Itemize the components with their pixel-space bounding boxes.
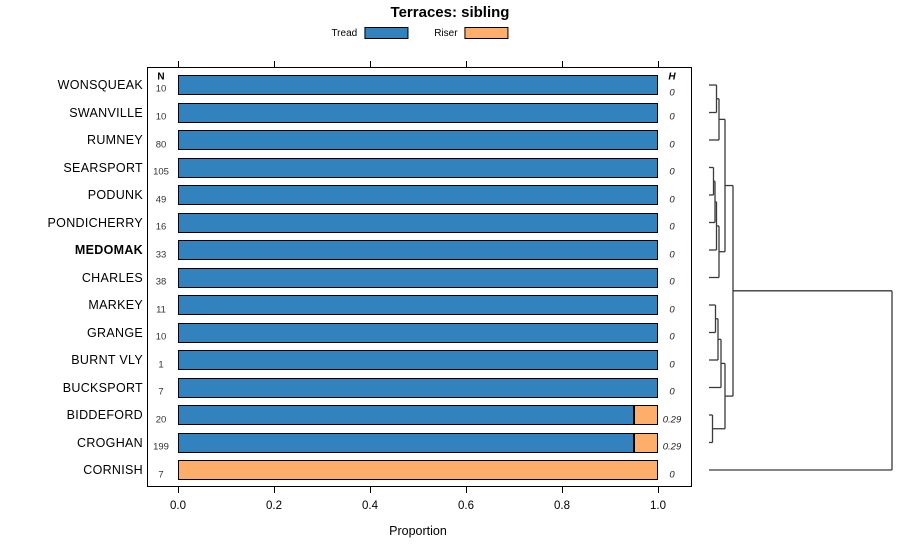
n-value: 1	[158, 359, 164, 370]
riser-segment	[634, 432, 658, 453]
h-value: 0	[669, 386, 675, 398]
n-value: 20	[155, 414, 167, 425]
n-value: 16	[155, 221, 167, 233]
n-value: 7	[158, 386, 164, 398]
n-value: 10	[155, 83, 167, 95]
row-label: MEDOMAK	[74, 243, 143, 257]
legend-label-riser: Riser	[434, 27, 458, 39]
x-tick-label: 0.0	[170, 500, 186, 512]
tread-segment	[178, 322, 658, 343]
row-label: CROGHAN	[77, 435, 143, 450]
x-tick-bottom	[274, 487, 275, 493]
row-label: PODUNK	[87, 188, 143, 202]
legend-label-tread: Tread	[331, 27, 358, 39]
tread-segment	[178, 350, 658, 370]
x-tick-bottom	[466, 487, 467, 493]
row-label: CHARLES	[81, 270, 143, 285]
tread-segment	[178, 185, 658, 205]
h-value: 0.29	[662, 441, 682, 453]
tread-segment	[178, 267, 658, 288]
tread-segment	[178, 377, 658, 398]
legend-item-tread: Tread	[331, 27, 409, 39]
plot-box	[147, 67, 692, 487]
page-title: Terraces: sibling	[390, 4, 510, 21]
h-value: 0	[669, 87, 675, 99]
n-value: 7	[158, 469, 164, 480]
n-value: 33	[155, 249, 167, 260]
n-value: 199	[153, 441, 169, 453]
riser-segment	[634, 405, 658, 425]
row-label: RUMNEY	[87, 133, 143, 147]
tread-segment	[178, 432, 634, 453]
h-value: 0	[669, 276, 675, 288]
x-tick-label: 0.6	[458, 500, 474, 512]
row-label: BUCKSPORT	[62, 380, 143, 395]
n-value: 80	[155, 139, 167, 150]
row-label: SEARSPORT	[63, 160, 143, 175]
row-label: BIDDEFORD	[66, 408, 143, 422]
x-tick-label: 1.0	[650, 500, 666, 512]
n-value: 10	[155, 111, 167, 123]
row-label: CORNISH	[83, 463, 143, 477]
h-value: 0	[669, 166, 675, 178]
tread-segment	[178, 240, 658, 260]
legend: Tread Riser	[331, 27, 509, 39]
legend-swatch-tread	[364, 27, 409, 39]
n-column-header: N	[157, 71, 165, 83]
row-label: GRANGE	[87, 325, 143, 340]
tread-segment	[178, 75, 658, 95]
x-tick-top	[178, 61, 179, 67]
x-tick-bottom	[178, 487, 179, 493]
x-axis-title: Proportion	[389, 524, 447, 538]
n-value: 105	[153, 166, 169, 178]
n-value: 38	[155, 276, 167, 288]
x-tick-top	[658, 61, 659, 67]
riser-segment	[178, 460, 658, 480]
legend-swatch-riser	[464, 27, 509, 39]
x-tick-top	[274, 61, 275, 67]
tread-segment	[178, 405, 634, 425]
row-label: BURNT VLY	[71, 353, 143, 367]
x-tick-label: 0.4	[362, 500, 378, 512]
h-value: 0	[669, 359, 675, 370]
tread-segment	[178, 157, 658, 178]
x-tick-top	[370, 61, 371, 67]
tread-segment	[178, 102, 658, 123]
x-tick-top	[466, 61, 467, 67]
row-label: SWANVILLE	[69, 105, 143, 120]
h-value: 0	[669, 139, 675, 150]
n-value: 49	[155, 194, 167, 205]
h-value: 0	[669, 304, 675, 315]
legend-item-riser: Riser	[434, 27, 509, 39]
tread-segment	[178, 212, 658, 233]
x-tick-label: 0.8	[554, 500, 570, 512]
x-tick-bottom	[562, 487, 563, 493]
x-tick-bottom	[658, 487, 659, 493]
h-value: 0	[669, 194, 675, 205]
h-value: 0	[669, 111, 675, 123]
row-label: WONSQUEAK	[57, 78, 143, 92]
tread-segment	[178, 130, 658, 150]
h-value: 0	[669, 221, 675, 233]
tread-segment	[178, 295, 658, 315]
x-tick-bottom	[370, 487, 371, 493]
row-label: PONDICHERRY	[47, 215, 143, 230]
h-value: 0.29	[662, 414, 682, 425]
h-column-header: H	[668, 71, 676, 83]
x-tick-label: 0.2	[266, 500, 282, 512]
h-value: 0	[669, 469, 675, 480]
h-value: 0	[669, 249, 675, 260]
x-tick-top	[562, 61, 563, 67]
h-value: 0	[669, 331, 675, 343]
n-value: 11	[156, 304, 166, 315]
row-label: MARKEY	[88, 298, 143, 312]
n-value: 10	[155, 331, 167, 343]
